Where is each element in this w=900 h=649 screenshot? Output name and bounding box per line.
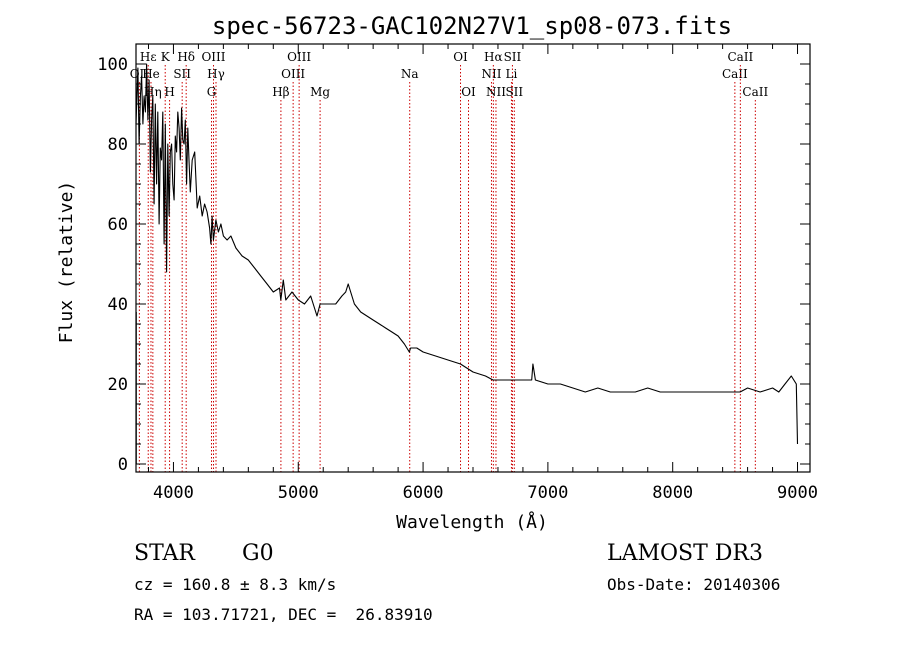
line-label-Na: Na xyxy=(401,67,419,81)
x-tick-label: 4000 xyxy=(153,483,194,503)
x-tick-label: 6000 xyxy=(403,483,444,503)
axis-ticks: 4000 5000 6000 7000 8000 9000 0 20 40 60 80 100 xyxy=(97,44,818,503)
y-tick-label: 80 xyxy=(108,135,128,155)
line-label-CaII: CaII xyxy=(727,50,753,64)
line-label-OI: OI xyxy=(453,50,468,64)
redshift-value: cz = 160.8 ± 8.3 km/s xyxy=(134,575,336,594)
line-label-K: K xyxy=(161,50,171,64)
line-label-NII: NII xyxy=(481,67,501,81)
x-axis-label: Wavelength (Å) xyxy=(396,511,548,533)
line-label-OIII: OIII xyxy=(201,50,225,64)
x-tick-label: 9000 xyxy=(777,483,818,503)
line-label-H: H xyxy=(164,85,174,99)
object-class: STAR xyxy=(134,541,196,566)
x-tick-label: 5000 xyxy=(278,483,319,503)
line-label-NII: NII xyxy=(486,85,506,99)
line-label-G: G xyxy=(207,85,217,99)
line-label-Hε: Hε xyxy=(140,50,157,64)
line-label-OII: OII xyxy=(130,67,150,81)
y-axis-label: Flux (relative) xyxy=(56,181,77,344)
line-label-CaII: CaII xyxy=(742,85,768,99)
line-label-Hα: Hα xyxy=(484,50,503,64)
line-label-He: He xyxy=(142,67,160,81)
line-label-OIII: OIII xyxy=(281,67,305,81)
plot-frame xyxy=(135,43,811,473)
spectrum-line xyxy=(135,63,799,445)
line-label-CaII: CaII xyxy=(722,67,748,81)
chart-title: spec-56723-GAC102N27V1_sp08-073.fits xyxy=(212,12,732,40)
line-label-Hγ: Hγ xyxy=(207,67,225,81)
line-label-Hδ: Hδ xyxy=(177,50,195,64)
x-tick-label: 8000 xyxy=(652,483,693,503)
y-tick-label: 40 xyxy=(108,295,128,315)
line-label-Mg: Mg xyxy=(310,85,330,99)
spectrum-trace-group xyxy=(135,63,799,464)
y-tick-label: 20 xyxy=(108,375,128,395)
x-tick-label: 7000 xyxy=(527,483,568,503)
line-label-SII: SII xyxy=(504,50,522,64)
y-tick-label: 60 xyxy=(108,215,128,235)
coordinates: RA = 103.71721, DEC = 26.83910 xyxy=(134,605,433,624)
line-label-OI: OI xyxy=(461,85,476,99)
observation-date: Obs-Date: 20140306 xyxy=(607,575,780,594)
line-label-Hβ: Hβ xyxy=(272,85,289,99)
line-label-SII: SII xyxy=(505,85,523,99)
line-label-Li: Li xyxy=(506,67,518,81)
survey-name: LAMOST DR3 xyxy=(607,541,763,566)
object-subclass: G0 xyxy=(242,541,274,566)
y-tick-label: 100 xyxy=(97,55,128,75)
y-tick-label: 0 xyxy=(118,455,128,475)
line-label-OIII: OIII xyxy=(287,50,311,64)
line-label-SII: SII xyxy=(173,67,191,81)
